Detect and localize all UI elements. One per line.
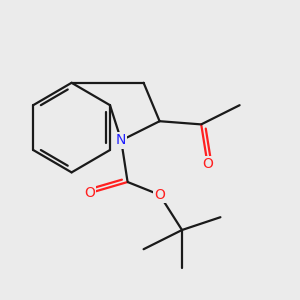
Text: O: O <box>154 188 165 202</box>
Text: O: O <box>84 186 94 200</box>
Text: N: N <box>116 134 126 147</box>
Text: O: O <box>202 158 213 171</box>
